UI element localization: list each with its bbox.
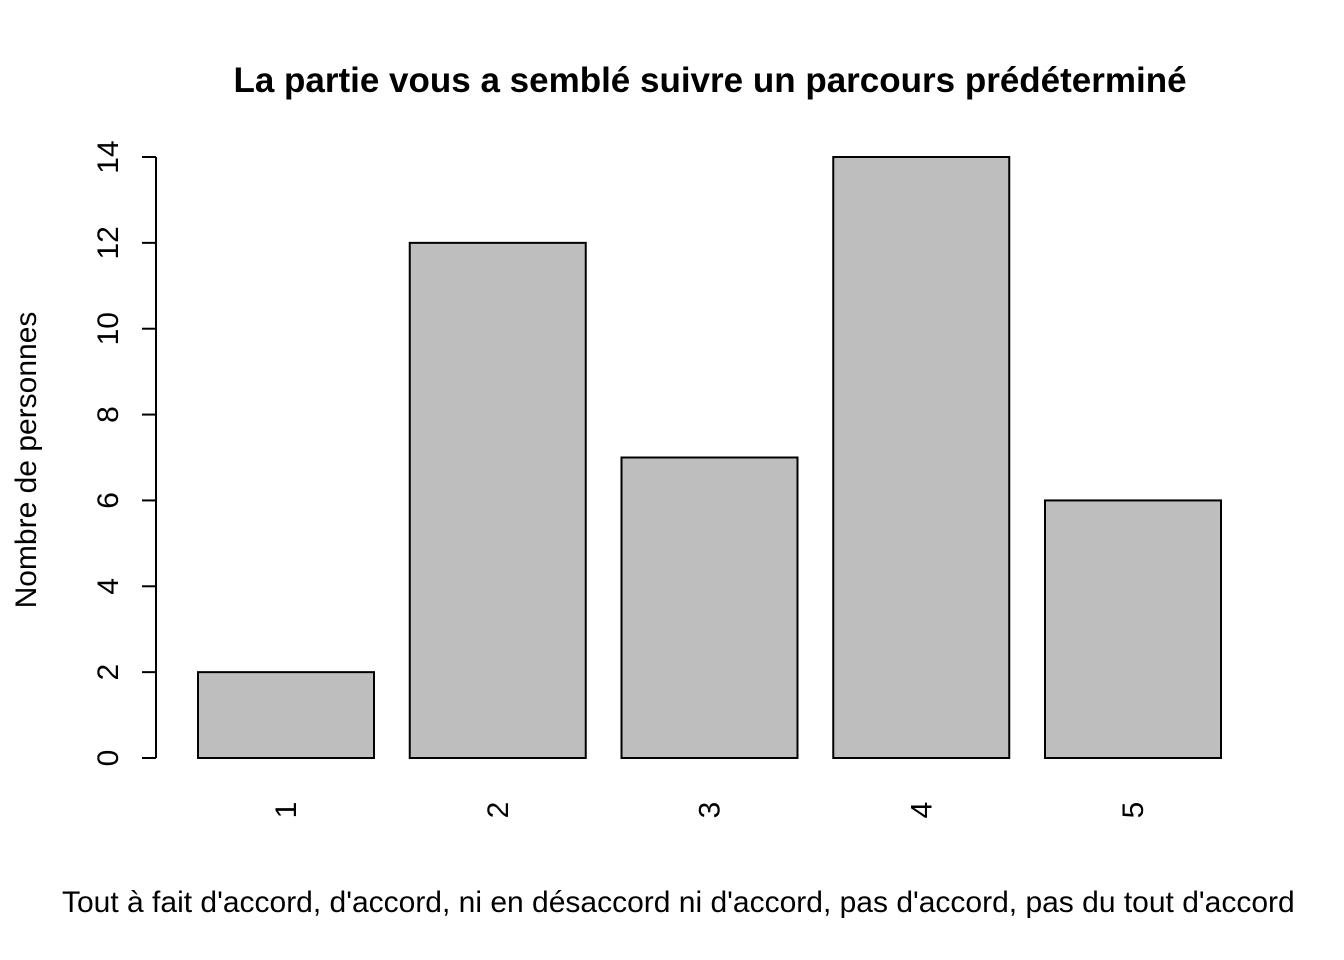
bar-3	[620, 456, 799, 759]
y-tick-label: 8	[92, 406, 125, 423]
x-axis-label: Tout à fait d'accord, d'accord, ni en dé…	[62, 886, 1295, 919]
y-tick-label: 4	[92, 578, 125, 595]
y-axis-label: Nombre de personnes	[10, 312, 43, 609]
y-tick-label: 2	[92, 664, 125, 681]
x-tick-label: 3	[694, 802, 727, 819]
x-tick-label: 4	[905, 802, 938, 819]
x-tick-label: 1	[270, 802, 303, 819]
x-axis-tick-labels: 1 2 3 4 5	[270, 802, 1150, 819]
y-tick-label: 0	[92, 750, 125, 767]
y-axis: 0 2 4 6 8 10 12 14	[92, 140, 157, 767]
x-tick-label: 2	[482, 802, 515, 819]
bar-2	[408, 241, 587, 760]
bar-5	[1044, 499, 1222, 759]
y-tick-label: 10	[92, 312, 125, 345]
chart-title: La partie vous a semblé suivre un parcou…	[233, 61, 1186, 100]
y-tick-label: 14	[92, 140, 125, 173]
bars	[197, 156, 1222, 760]
x-tick-label: 5	[1117, 802, 1150, 819]
bar-4	[832, 156, 1011, 759]
y-tick-label: 12	[92, 226, 125, 259]
bar-1	[197, 671, 375, 760]
y-tick-label: 6	[92, 492, 125, 509]
